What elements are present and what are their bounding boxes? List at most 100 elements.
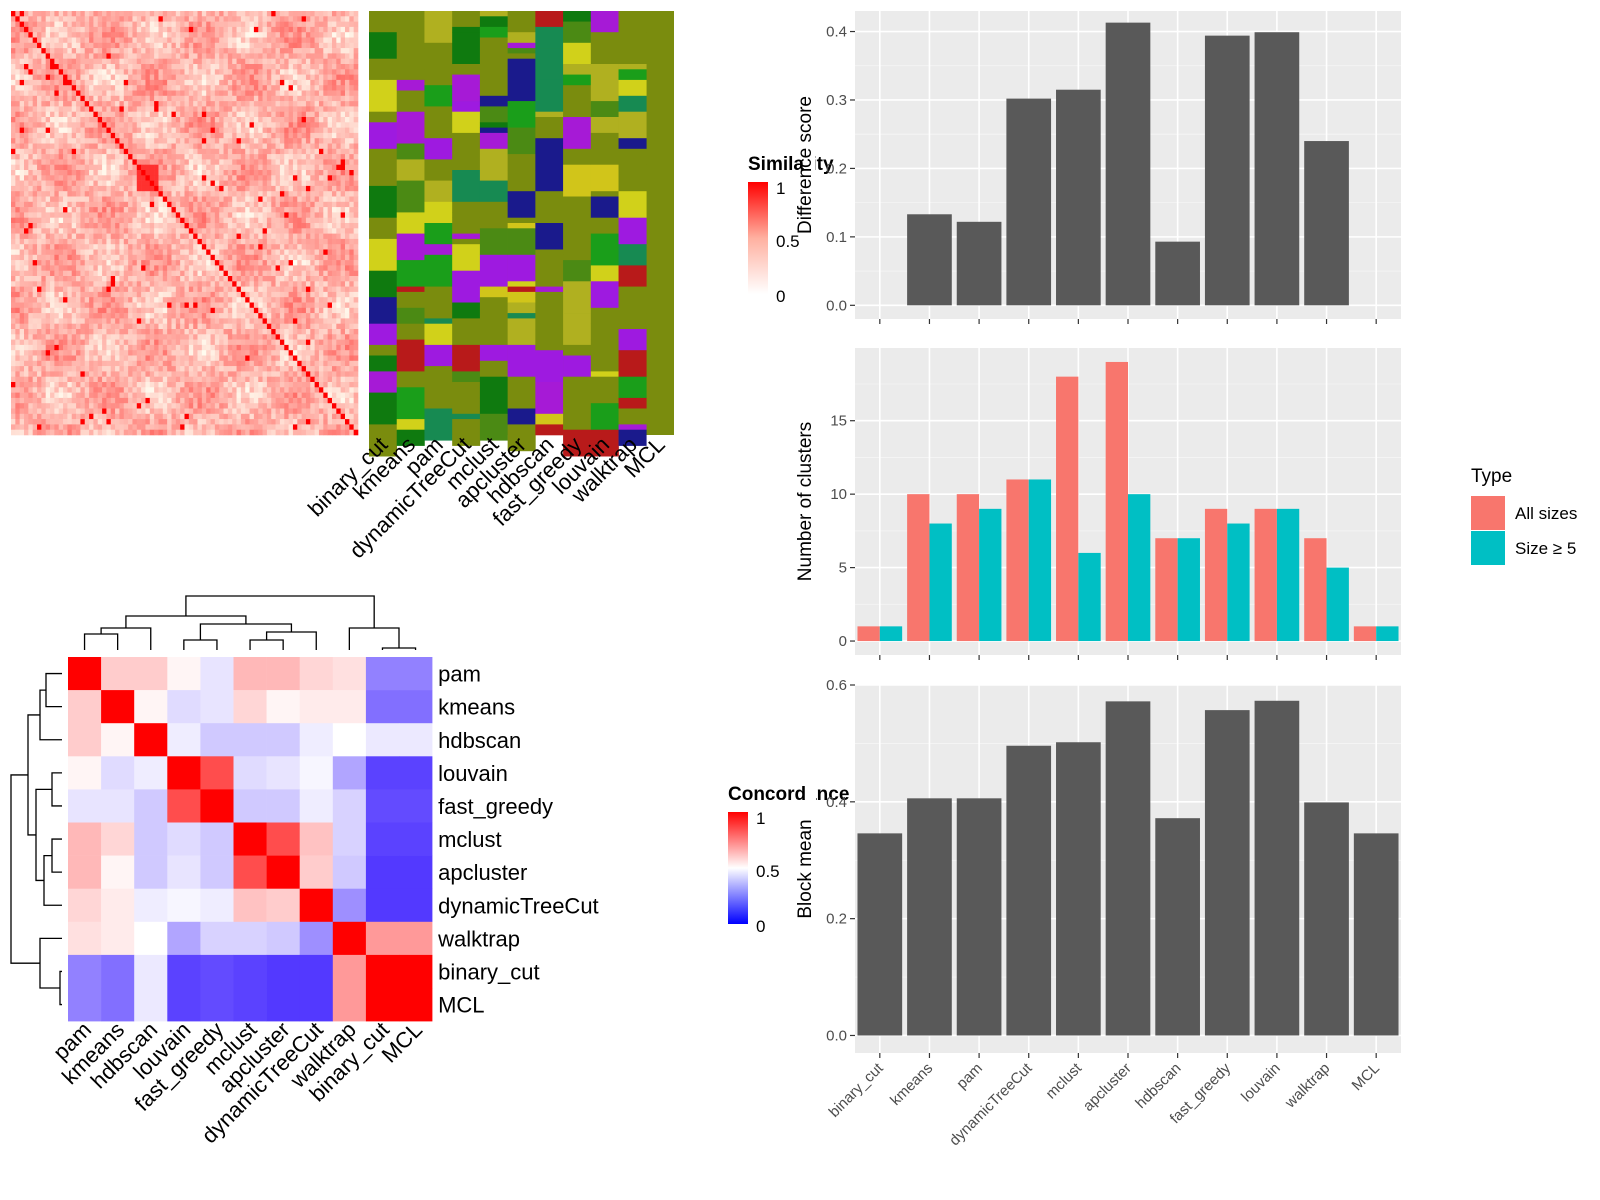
concordance-cell [167,690,201,724]
legend-label-size-ge5: Size ≥ 5 [1515,539,1576,558]
x-tick-label: mclust [1043,1059,1086,1102]
bar [857,626,880,642]
concordance-cell [101,988,135,1022]
concordance-cell [200,657,234,691]
concordance-cell [167,855,201,889]
concordance-cell [68,756,102,790]
dendrogram-link [125,615,247,628]
concordance-cell [134,657,168,691]
cluster-column-labels: binary_cutkmeanspamdynamicTreeCutmclusta… [303,432,670,563]
concordance-cell [399,657,433,691]
similarity-heatmap [11,11,359,436]
concordance-cell [233,723,267,757]
concordance-cell [399,954,433,989]
bar [1326,567,1349,642]
x-tick-label: kmeans [887,1060,936,1109]
y-tick-label: 15 [830,413,847,430]
concordance-cell [134,789,168,823]
concordance-cell [134,855,168,889]
x-tick-label: apcluster [1080,1060,1135,1115]
concordance-cell [101,756,135,790]
bar [979,508,1002,642]
y-axis-label: Number of clusters [795,422,816,581]
concordance-cell [299,954,334,989]
y-axis-label: Block mean [795,819,816,918]
y-tick-label: 0.0 [826,1027,847,1044]
concordance-cell [167,954,201,989]
concordance-cell [101,888,135,923]
dendrogram-link [10,774,40,964]
concordance-legend: Concordance 1 0.5 0 [728,784,849,936]
concordance-cell [68,690,102,724]
concordance-cell [167,888,201,923]
concordance-cell [167,822,201,856]
concordance-cell [332,888,367,923]
concordance-cell [101,954,135,989]
concordance-cell [299,988,334,1022]
dendrogram-link [183,639,218,650]
y-tick-label: 0.6 [826,677,847,694]
concordance-cell [167,921,201,956]
y-tick-label: 0.2 [826,911,847,928]
concordance-cell [233,988,267,1022]
similarity-legend-bar [748,182,768,294]
bar [1006,745,1052,1036]
legend-swatch-all-sizes [1471,496,1505,530]
concordance-cell [233,756,267,790]
bar [956,494,980,642]
block-mean-chart: 0.0 0.2 0.4 0.6 Block mean binary_cut kmeans pa… [795,677,1401,1149]
concordance-cell [365,988,400,1022]
concordance-cell [332,954,367,989]
y-tick-label: 0.1 [826,229,847,246]
similarity-legend-tick: 0.5 [776,232,800,251]
similarity-legend: Similarity 1 0.5 0 [748,154,834,306]
concordance-cell [101,657,135,691]
x-tick-label: louvain [1238,1060,1284,1106]
concordance-dendrogram-left [10,672,62,1006]
dendrogram-link [51,772,62,807]
y-tick-label: 0.2 [826,160,847,177]
bar [1254,700,1300,1036]
y-tick-label: 0.3 [826,92,847,109]
concordance-cell [332,657,367,691]
y-tick-label: 0.4 [826,24,847,41]
concordance-cell [200,690,234,724]
cluster-assignment-heatmap [369,11,674,457]
dendrogram-link [348,627,400,650]
bar [1227,523,1250,642]
y-tick-label: 10 [830,486,847,503]
concordance-cell [101,723,135,757]
dendrogram-link [249,639,284,650]
bar [1254,508,1277,642]
bar [1155,538,1178,642]
concordance-cell [266,822,300,856]
dendrogram-link [27,714,40,836]
concordance-cell [233,822,267,856]
bar [1105,361,1128,642]
y-tick-label: 0.4 [826,794,847,811]
concordance-cell [399,921,433,956]
dendrogram-link [185,595,375,628]
x-tick-label: walktrap [1281,1060,1333,1112]
concordance-cell [332,921,367,956]
concordance-row-label: kmeans [438,695,515,720]
y-axis-label: Difference score [795,96,816,234]
concordance-row-labels: pam kmeans hdbscan louvain fast_greedymclust… [437,662,599,1018]
similarity-legend-title: Similarity [748,154,834,175]
concordance-cell [68,789,102,823]
concordance-cell [233,888,267,923]
concordance-cell [200,789,234,823]
concordance-cell [399,822,433,856]
concordance-legend-tick: 1 [756,809,765,828]
bar [1078,552,1101,642]
concordance-cell [68,855,102,889]
concordance-cell [134,822,168,856]
concordance-cell [266,855,300,889]
similarity-legend-tick: 1 [776,179,785,198]
bar [956,798,1002,1036]
concordance-cell [399,690,433,724]
concordance-row-label: binary_cut [438,960,540,985]
concordance-cell [134,921,168,956]
x-tick-label: binary_cut [826,1059,888,1121]
concordance-cell [266,789,300,823]
